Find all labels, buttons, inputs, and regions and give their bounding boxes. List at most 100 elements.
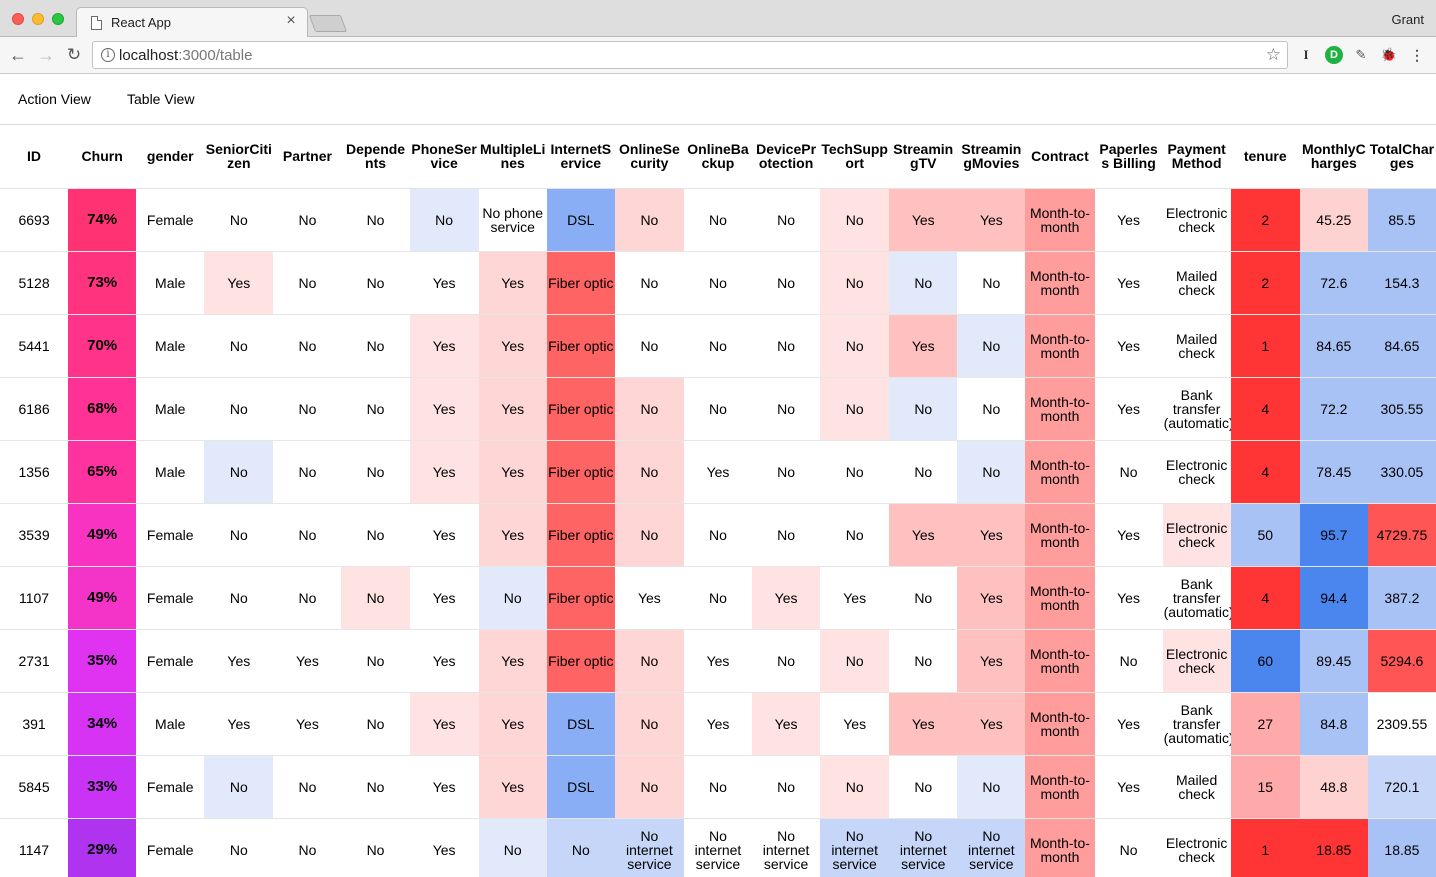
back-arrow-icon[interactable]: ← <box>9 45 27 65</box>
extension-d-icon[interactable]: D <box>1325 46 1343 64</box>
cell-partner: No <box>273 188 342 252</box>
close-window-button[interactable] <box>12 13 24 25</box>
nav-action-view[interactable]: Action View <box>18 91 91 107</box>
table-row[interactable]: 5845 33% Female No No No Yes Yes DSL No No No No No No… <box>0 755 1436 819</box>
cell-onlinebackup: No <box>683 314 753 378</box>
cell-deviceprotection: No <box>752 314 821 378</box>
cell-streamingmovies: No <box>957 755 1026 819</box>
cell-gender: Female <box>136 503 205 567</box>
table-row[interactable]: 1356 65% Male No No No Yes Yes Fiber optic No Yes N… <box>0 440 1436 504</box>
column-header-churn[interactable]: Churn <box>68 125 137 189</box>
column-header-tenure[interactable]: tenure <box>1230 125 1300 189</box>
info-icon[interactable]: i <box>101 48 115 62</box>
cell-payment-method: Mailed check <box>1162 755 1231 819</box>
table-row[interactable]: 3539 49% Female No No No Yes Yes Fiber optic No No… <box>0 503 1436 567</box>
column-header-multiplelines[interactable]: MultipleLines <box>478 125 547 189</box>
cell-tenure: 1 <box>1230 314 1300 378</box>
table-row[interactable]: 1107 49% Female No No No Yes No Fiber optic Yes No… <box>0 566 1436 630</box>
cell-internetservice: No <box>546 818 615 877</box>
maximize-window-button[interactable] <box>52 13 64 25</box>
table-row[interactable]: 6186 68% Male No No No Yes Yes Fiber optic No No No… <box>0 377 1436 441</box>
cell-churn: 34% <box>68 692 137 756</box>
cell-id: 391 <box>0 692 69 756</box>
cell-techsupport: No <box>820 440 890 504</box>
cell-totalcharges: 2309.55 <box>1367 692 1436 756</box>
extension-bug-icon[interactable]: 🐞 <box>1380 47 1398 62</box>
cell-monthlycharges: 89.45 <box>1299 629 1368 693</box>
cell-contract: Month-to-month <box>1025 503 1095 567</box>
cell-paperless-billing: Yes <box>1094 503 1163 567</box>
cell-streamingmovies: Yes <box>957 629 1026 693</box>
column-header-techsupport[interactable]: TechSupport <box>820 125 890 189</box>
cell-churn: 65% <box>68 440 137 504</box>
cell-payment-method: Bank transfer (automatic) <box>1162 692 1231 756</box>
customer-table-container: ID Churn gender SeniorCitizen Partner Depende… <box>0 125 1436 877</box>
cell-payment-method: Electronic check <box>1162 440 1231 504</box>
column-header-payment-method[interactable]: Payment Method <box>1162 125 1231 189</box>
table-row[interactable]: 391 34% Male Yes Yes No Yes Yes DSL No Yes Yes Yes Ye… <box>0 692 1436 756</box>
column-header-id[interactable]: ID <box>0 125 69 189</box>
cell-phoneservice: Yes <box>409 314 479 378</box>
column-header-streamingtv[interactable]: StreamingTV <box>889 125 958 189</box>
cell-contract: Month-to-month <box>1025 188 1095 252</box>
column-header-totalcharges[interactable]: TotalCharges <box>1367 125 1436 189</box>
cell-seniorcitizen: No <box>204 755 274 819</box>
cell-partner: No <box>273 251 342 315</box>
cell-monthlycharges: 84.8 <box>1299 692 1368 756</box>
cell-seniorcitizen: No <box>204 503 274 567</box>
table-row[interactable]: 2731 35% Female Yes Yes No Yes Yes Fiber optic No… <box>0 629 1436 693</box>
column-header-phoneservice[interactable]: PhoneService <box>409 125 479 189</box>
cell-tenure: 4 <box>1230 440 1300 504</box>
column-header-onlinebackup[interactable]: OnlineBackup <box>683 125 753 189</box>
column-header-internetservice[interactable]: InternetService <box>546 125 615 189</box>
cell-dependents: No <box>341 377 410 441</box>
new-tab-button[interactable] <box>308 15 348 32</box>
cell-tenure: 15 <box>1230 755 1300 819</box>
cell-partner: No <box>273 755 342 819</box>
extension-pen-icon[interactable]: ✎ <box>1355 47 1367 62</box>
table-row[interactable]: 1147 29% Female No No No Yes No No No internet se… <box>0 818 1436 877</box>
extension-i-icon[interactable]: I <box>1303 47 1309 62</box>
cell-seniorcitizen: No <box>204 377 274 441</box>
column-header-partner[interactable]: Partner <box>273 125 342 189</box>
bookmark-star-icon[interactable]: ☆ <box>1265 45 1281 64</box>
reload-icon[interactable]: ↻ <box>66 45 82 64</box>
cell-phoneservice: Yes <box>409 251 479 315</box>
address-bar[interactable]: i localhost:3000/table ☆ <box>92 41 1288 69</box>
forward-arrow-icon[interactable]: → <box>37 45 55 65</box>
column-header-streamingmovies[interactable]: StreamingMovies <box>957 125 1026 189</box>
column-header-dependents[interactable]: Dependents <box>341 125 410 189</box>
column-header-deviceprotection[interactable]: DeviceProtection <box>752 125 821 189</box>
tab-close-icon[interactable]: × <box>286 12 296 29</box>
column-header-seniorcitizen[interactable]: SeniorCitizen <box>204 125 274 189</box>
cell-totalcharges: 84.65 <box>1367 314 1436 378</box>
cell-tenure: 4 <box>1230 566 1300 630</box>
table-row[interactable]: 5441 70% Male No No No Yes Yes Fiber optic No No No… <box>0 314 1436 378</box>
cell-onlinesecurity: No <box>614 692 684 756</box>
column-header-contract[interactable]: Contract <box>1025 125 1095 189</box>
nav-table-view[interactable]: Table View <box>127 91 195 107</box>
url-text[interactable]: localhost:3000/table <box>119 47 252 64</box>
cell-onlinesecurity: No <box>614 503 684 567</box>
cell-paperless-billing: Yes <box>1094 566 1163 630</box>
table-row[interactable]: 6693 74% Female No No No No No phone service DSL… <box>0 188 1436 252</box>
cell-id: 1107 <box>0 566 69 630</box>
table-row[interactable]: 5128 73% Male Yes No No Yes Yes Fiber optic No No N… <box>0 251 1436 315</box>
cell-onlinesecurity: No <box>614 251 684 315</box>
column-header-monthlycharges[interactable]: MonthlyCharges <box>1299 125 1368 189</box>
profile-name[interactable]: Grant <box>1391 12 1424 27</box>
minimize-window-button[interactable] <box>32 13 44 25</box>
cell-partner: No <box>273 377 342 441</box>
cell-onlinebackup: No <box>683 503 753 567</box>
cell-multiplelines: Yes <box>478 692 547 756</box>
column-header-paperless-billing[interactable]: Paperless Billing <box>1094 125 1163 189</box>
cell-multiplelines: No phone service <box>478 188 547 252</box>
browser-tab[interactable]: React App × <box>76 7 308 38</box>
cell-gender: Male <box>136 692 205 756</box>
cell-gender: Male <box>136 314 205 378</box>
column-header-onlinesecurity[interactable]: OnlineSecurity <box>614 125 684 189</box>
browser-menu-icon[interactable]: ⋮ <box>1410 47 1424 63</box>
cell-streamingtv: No internet service <box>889 818 958 877</box>
cell-churn: 73% <box>68 251 137 315</box>
column-header-gender[interactable]: gender <box>136 125 205 189</box>
